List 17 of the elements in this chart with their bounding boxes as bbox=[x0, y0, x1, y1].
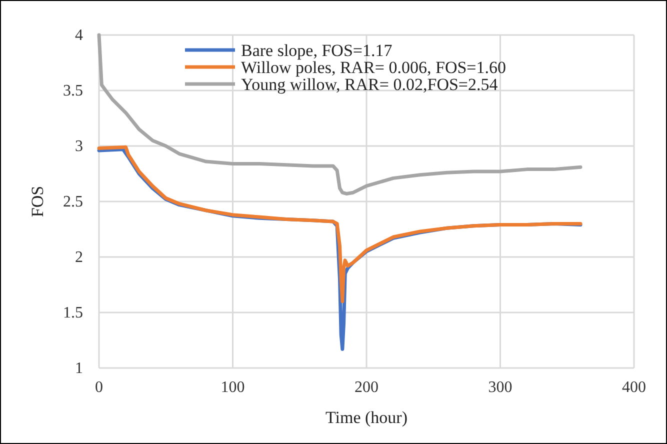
y-tick-label: 2.5 bbox=[63, 194, 83, 210]
x-tick-label: 200 bbox=[354, 379, 378, 396]
x-tick-label: 300 bbox=[488, 379, 512, 396]
y-tick-label: 3 bbox=[75, 138, 83, 155]
line-series bbox=[97, 33, 582, 196]
y-axis-title: FOS bbox=[28, 186, 47, 218]
y-tick-label: 1.5 bbox=[63, 304, 83, 322]
x-axis-title: Time (hour) bbox=[325, 408, 408, 427]
y-tick-label: 2 bbox=[75, 249, 83, 266]
y-tick-label: 3.5 bbox=[63, 82, 83, 100]
x-tick-label: 400 bbox=[622, 379, 646, 396]
y-tick-label: 1 bbox=[75, 360, 83, 377]
legend-label: Bare slope, FOS=1.17 bbox=[241, 41, 393, 60]
x-tick-label: 100 bbox=[220, 379, 245, 396]
line-series bbox=[97, 145, 582, 304]
y-tick-label: 4 bbox=[75, 27, 83, 44]
x-tick-label: 0 bbox=[95, 379, 103, 396]
